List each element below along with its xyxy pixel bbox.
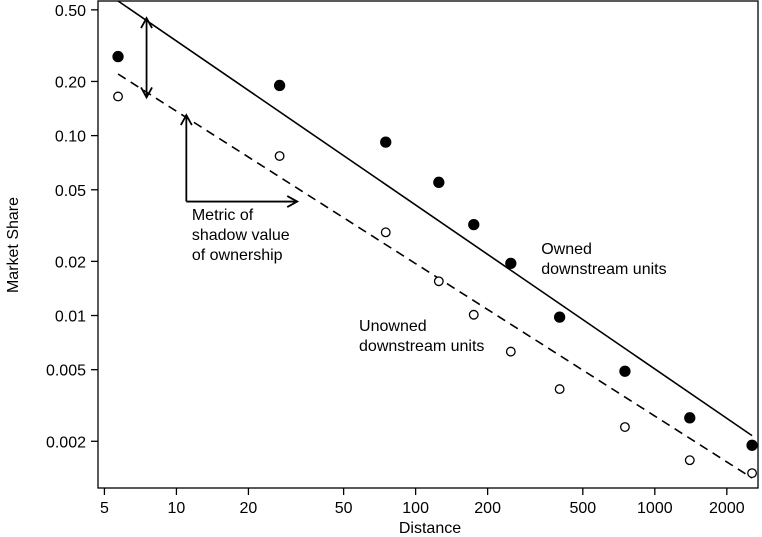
arrow-head [286,195,300,208]
plot-frame [97,0,759,489]
annotation-3: Unowned downstream units [359,318,484,355]
arrow-head [180,113,193,126]
y-tick-label: 0.10 [55,129,86,146]
unowned-point-1 [113,91,123,102]
arrow-2 [180,113,193,202]
x-tick-label: 20 [240,500,258,517]
y-axis: 0.50 0.20 0.10 0.05 0.02 0.01 0.005 0.002 [46,3,98,451]
y-tick-label: 0.005 [46,363,86,380]
annotation-line: Unowned [359,318,427,335]
arrow-3 [186,195,300,208]
x-tick-label: 10 [168,500,186,517]
x-tick-label: 1000 [637,500,673,517]
fit-lines [117,0,753,479]
y-axis-title: Market Share [5,197,22,293]
unowned-point-7 [554,384,565,395]
unowned-point-8 [619,422,630,432]
y-tick-label: 0.01 [55,309,86,326]
arrow-head [140,16,153,29]
unowned-point-5 [468,309,479,320]
y-tick-label: 0.05 [55,183,86,200]
owned-point-9 [684,412,696,424]
y-tick-label: 0.50 [55,3,86,20]
unowned-point-3 [380,227,391,238]
data-points [112,50,758,479]
annotation-line: shadow value [192,227,290,244]
unowned-point-9 [684,455,695,466]
owned-point-1 [112,50,124,63]
unowned-point-10 [747,468,758,479]
owned-point-3 [380,136,392,148]
x-axis-title: Distance [399,520,461,537]
y-tick-label: 0.002 [46,434,86,451]
annotation-1: Metric of shadow value of ownership [192,207,290,264]
annotation-line: of ownership [192,247,283,264]
x-tick-label: 500 [569,500,596,517]
x-axis: 5 10 20 50 100 200 500 1000 2000 [100,488,745,517]
annotation-line: downstream units [359,338,484,355]
annotation-line: downstream units [541,261,666,278]
annotations: Metric of shadow value of ownership Owned do… [192,207,667,355]
x-tick-label: 200 [474,500,501,517]
arrow-1 [140,16,153,100]
x-tick-label: 2000 [709,500,745,517]
unowned-point-4 [433,276,444,287]
x-tick-label: 5 [100,500,109,517]
fit-line-unowned [117,73,753,479]
unowned-point-2 [274,151,285,161]
annotation-line: Owned [541,241,592,258]
annotation-line: Metric of [192,207,254,224]
owned-point-2 [273,79,286,92]
fit-line-owned [117,0,753,437]
unowned-point-6 [505,346,516,357]
x-tick-label: 50 [335,500,353,517]
arrows [140,16,300,208]
owned-point-6 [505,257,517,269]
y-tick-label: 0.20 [55,74,86,91]
x-tick-label: 100 [402,500,429,517]
arrow-head [140,87,153,100]
owned-point-5 [468,218,480,231]
owned-point-4 [433,176,445,188]
owned-point-8 [619,365,631,377]
owned-point-7 [553,311,566,323]
owned-point-10 [746,439,758,451]
annotation-2: Owned downstream units [541,241,666,278]
y-tick-label: 0.02 [55,254,86,271]
